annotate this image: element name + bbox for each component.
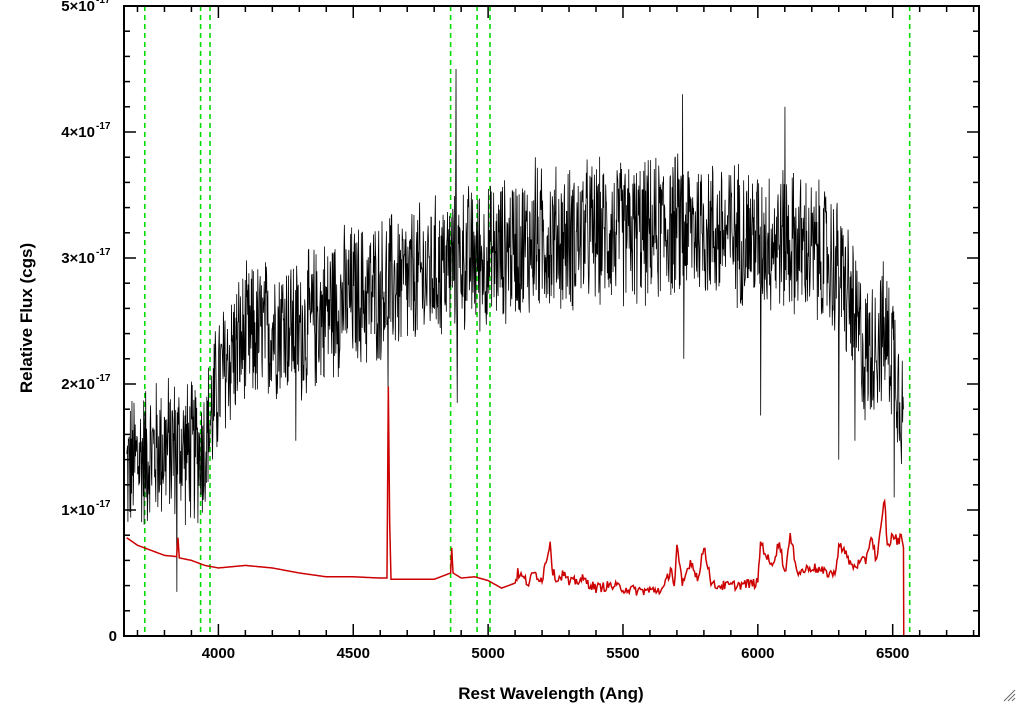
x-axis-title: Rest Wavelength (Ang)	[458, 684, 643, 703]
emission-line-markers	[143, 6, 911, 636]
y-axis-title: Relative Flux (cgs)	[17, 243, 36, 393]
y-tick-label: 2×10	[61, 376, 95, 393]
x-tick-label: 4500	[337, 645, 370, 662]
y-tick-exponent: -17	[96, 121, 111, 132]
y-tick-label: 4×10	[61, 124, 95, 141]
y-tick-exponent: -17	[96, 0, 111, 6]
observed-flux-line	[126, 68, 904, 592]
series-group	[126, 68, 974, 637]
x-tick-label: 6000	[741, 645, 774, 662]
x-tick-label: 4000	[202, 645, 235, 662]
resize-grip-icon[interactable]	[1002, 688, 1016, 702]
plot-frame	[123, 5, 980, 637]
y-tick-label: 3×10	[61, 250, 95, 267]
model-spectrum-line	[126, 386, 974, 637]
y-tick-exponent: -17	[96, 373, 111, 384]
y-tick-label: 0	[109, 628, 117, 645]
y-tick-exponent: -17	[96, 247, 111, 258]
x-tick-label: 5500	[606, 645, 639, 662]
y-tick-exponent: -17	[96, 499, 111, 510]
x-tick-label: 5000	[471, 645, 504, 662]
x-tick-label: 6500	[876, 645, 909, 662]
y-tick-label: 1×10	[61, 502, 95, 519]
y-tick-label: 5×10	[61, 0, 95, 15]
